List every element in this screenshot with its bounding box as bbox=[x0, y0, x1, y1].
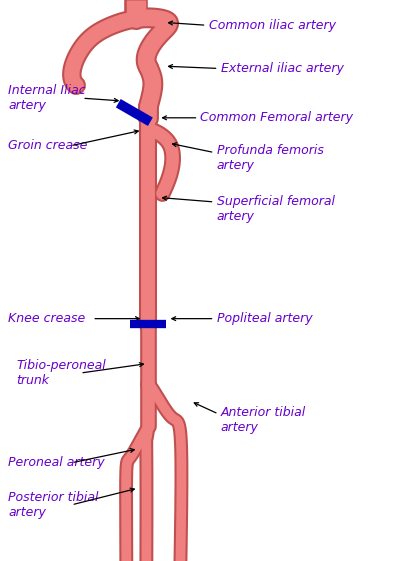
Text: Common iliac artery: Common iliac artery bbox=[209, 19, 336, 32]
Text: Groin crease: Groin crease bbox=[8, 139, 87, 153]
Text: Anterior tibial
artery: Anterior tibial artery bbox=[221, 406, 306, 434]
Text: Internal Iliac
artery: Internal Iliac artery bbox=[8, 84, 86, 112]
Text: Knee crease: Knee crease bbox=[8, 312, 85, 325]
Text: Common Femoral artery: Common Femoral artery bbox=[200, 111, 354, 125]
Text: Profunda femoris
artery: Profunda femoris artery bbox=[217, 144, 324, 172]
Text: Peroneal artery: Peroneal artery bbox=[8, 456, 105, 470]
Text: Popliteal artery: Popliteal artery bbox=[217, 312, 312, 325]
Text: Posterior tibial
artery: Posterior tibial artery bbox=[8, 491, 99, 519]
Text: External iliac artery: External iliac artery bbox=[221, 62, 343, 75]
Text: Tibio-peroneal
trunk: Tibio-peroneal trunk bbox=[16, 359, 106, 387]
Text: Superficial femoral
artery: Superficial femoral artery bbox=[217, 195, 334, 223]
